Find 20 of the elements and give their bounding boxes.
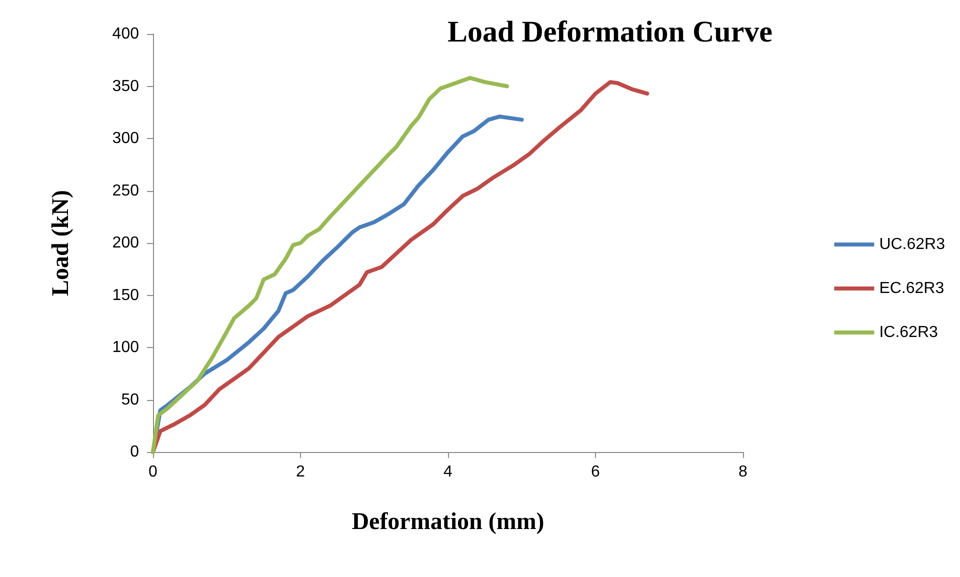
x-tick-label: 6 bbox=[591, 464, 600, 480]
y-axis-title: Load (kN) bbox=[48, 190, 74, 296]
legend-label: UC.62R3 bbox=[879, 236, 946, 253]
y-tick-label: 150 bbox=[112, 286, 140, 304]
x-tick-label: 8 bbox=[738, 464, 748, 480]
x-tick-label: 4 bbox=[444, 464, 453, 480]
x-tick-label: 0 bbox=[148, 464, 158, 480]
y-tick-label: 50 bbox=[121, 391, 140, 408]
legend-label: EC.62R3 bbox=[879, 280, 944, 297]
x-axis-title: Deformation (mm) bbox=[352, 509, 544, 535]
y-tick-label: 200 bbox=[112, 234, 140, 252]
y-tick-label: 250 bbox=[112, 182, 140, 200]
x-tick-label: 2 bbox=[296, 464, 306, 480]
y-tick-label: 0 bbox=[130, 444, 140, 460]
chart-title: Load Deformation Curve bbox=[448, 16, 772, 48]
y-tick-label: 350 bbox=[112, 78, 140, 95]
y-tick-label: 400 bbox=[112, 26, 140, 42]
legend-label: IC.62R3 bbox=[879, 324, 938, 341]
y-tick-label: 300 bbox=[112, 130, 140, 147]
y-tick-label: 100 bbox=[112, 339, 140, 356]
